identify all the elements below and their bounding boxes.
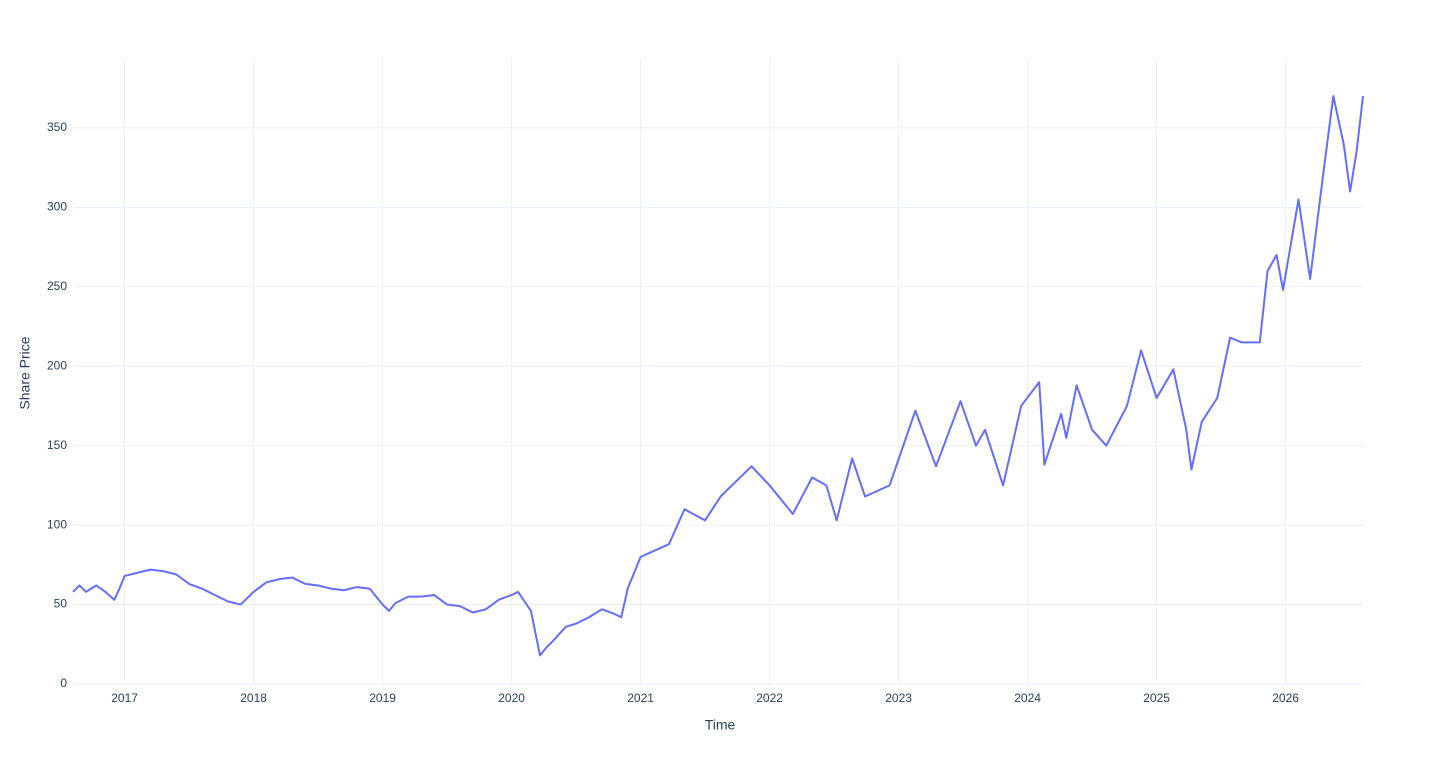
x-tick-label: 2020 [498,691,525,705]
y-tick-label: 0 [60,676,67,690]
x-tick-label: 2018 [240,691,267,705]
y-tick-label: 350 [47,120,67,134]
x-tick-label: 2022 [756,691,783,705]
x-tick-label: 2026 [1272,691,1299,705]
y-axis-title: Share Price [17,336,33,409]
x-tick-label: 2019 [369,691,396,705]
x-tick-label: 2017 [111,691,138,705]
line-series [72,95,1364,657]
y-tick-label: 100 [47,517,67,531]
x-tick-label: 2023 [885,691,912,705]
x-tick-label: 2025 [1143,691,1170,705]
x-axis-title: Time [705,717,736,733]
y-tick-label: 300 [47,200,67,214]
y-tick-label: 200 [47,358,67,372]
y-tick-label: 50 [54,597,68,611]
x-tick-label: 2021 [627,691,654,705]
y-tick-label: 250 [47,279,67,293]
y-tick-label: 150 [47,438,67,452]
x-tick-label: 2024 [1014,691,1041,705]
